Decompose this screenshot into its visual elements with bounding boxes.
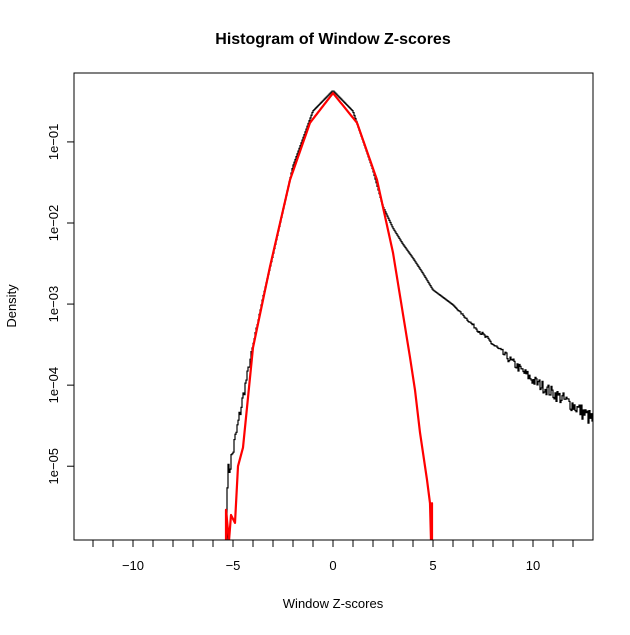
x-axis: −10 −5 0 5 10 — [92, 540, 574, 573]
y-tick-label: 1e−02 — [46, 205, 61, 242]
y-axis: 1e−01 1e−02 1e−03 1e−04 1e−05 — [46, 124, 74, 485]
y-tick-label: 1e−05 — [46, 448, 61, 485]
x-tick-label: −10 — [122, 558, 144, 573]
y-tick-label: 1e−01 — [46, 124, 61, 161]
y-axis-label: Density — [4, 284, 19, 328]
x-axis-label: Window Z-scores — [283, 596, 384, 611]
y-tick-label: 1e−03 — [46, 286, 61, 323]
plot-frame — [73, 72, 594, 541]
x-tick-label: −5 — [226, 558, 241, 573]
x-tick-label: 5 — [429, 558, 436, 573]
x-tick-label: 0 — [329, 558, 336, 573]
plot-series — [224, 90, 593, 540]
x-tick-label: 10 — [526, 558, 540, 573]
chart-title: Histogram of Window Z-scores — [215, 31, 451, 48]
histogram-steps — [226, 90, 593, 540]
normal-fit-curve — [224, 92, 434, 540]
y-tick-label: 1e−04 — [46, 367, 61, 404]
